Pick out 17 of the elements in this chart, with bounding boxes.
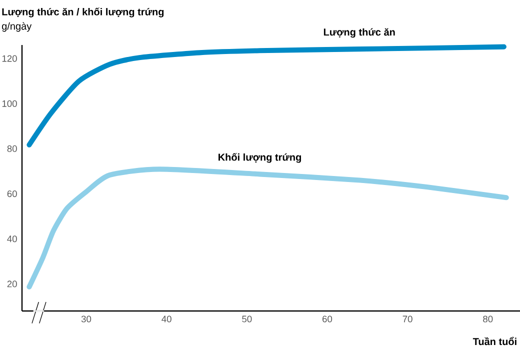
series-label: Khối lượng trứng: [218, 152, 301, 163]
y-tick-label: 60: [7, 190, 17, 198]
y-tick-label: 80: [7, 145, 17, 152]
y-axis-title: Lượng thức ăn / khối lượng trứng: [2, 8, 164, 18]
series-label: Lượng thức ăn: [324, 28, 395, 38]
y-tick-label: 40: [7, 236, 17, 242]
x-tick-label: 70: [402, 316, 412, 322]
x-tick-label: 40: [162, 316, 172, 322]
text: g/ngày: [2, 22, 32, 32]
x-tick-label: 60: [322, 316, 332, 322]
x-axis-title: Tuần tuổi: [472, 336, 516, 346]
y-tick-label: 20: [7, 280, 17, 288]
x-tick-label: 80: [483, 316, 493, 322]
x-tick-label: 30: [81, 316, 92, 322]
y-tick-label: 120: [2, 55, 17, 62]
y-tick-label: 100: [2, 100, 17, 107]
x-tick-label: 50: [242, 316, 252, 322]
